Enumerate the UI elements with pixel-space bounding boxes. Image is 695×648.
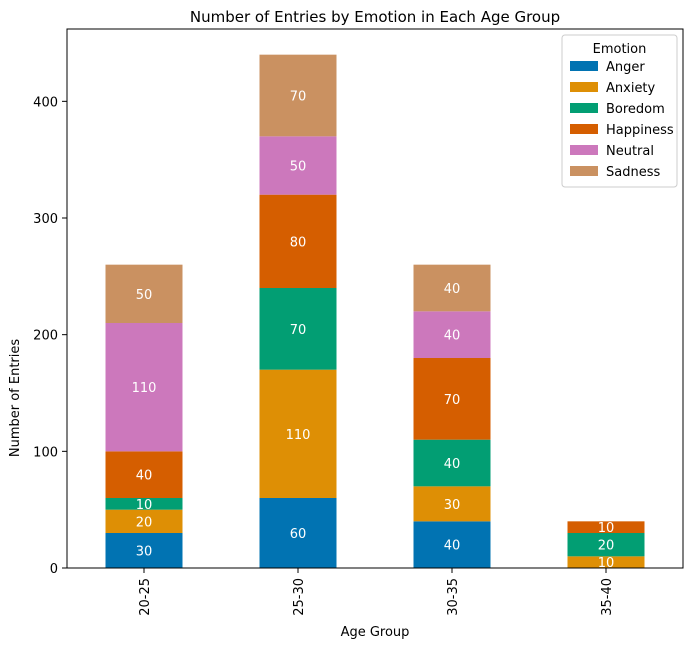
- bar-anger-25-30: [259, 498, 337, 568]
- data-label: 40: [136, 469, 153, 484]
- data-label: 10: [136, 498, 153, 513]
- bar-anxiety-25-30: [259, 369, 337, 498]
- bar-anxiety-30-35: [413, 486, 491, 522]
- bar-boredom-25-30: [259, 288, 337, 370]
- bar-sadness-20-25: [105, 264, 183, 323]
- bar-happiness-30-35: [413, 358, 491, 440]
- x-tick-label: 25-30: [292, 578, 307, 616]
- bar-sadness-30-35: [413, 264, 491, 312]
- y-tick-label: 400: [33, 95, 58, 110]
- data-label: 20: [136, 515, 153, 530]
- bar-boredom-20-25: [105, 498, 183, 510]
- bar-happiness-35-40: [567, 521, 645, 533]
- data-label: 40: [444, 539, 461, 554]
- legend-swatch-happiness: [570, 124, 598, 134]
- bar-anxiety-35-40: [567, 556, 645, 568]
- y-tick-label: 100: [33, 445, 58, 460]
- bar-anger-30-35: [413, 521, 491, 568]
- data-label: 30: [444, 498, 461, 513]
- y-tick-label: 0: [50, 562, 58, 577]
- x-tick-label: 20-25: [138, 578, 153, 616]
- data-label: 10: [598, 521, 615, 536]
- data-label: 30: [136, 545, 153, 560]
- data-label: 40: [444, 329, 461, 344]
- data-label: 50: [136, 288, 153, 303]
- bars-layer: [105, 54, 645, 568]
- x-axis-title: Age Group: [341, 625, 410, 640]
- data-label: 70: [290, 323, 307, 338]
- data-label: 70: [290, 90, 307, 105]
- bar-neutral-20-25: [105, 323, 183, 452]
- bar-neutral-30-35: [413, 311, 491, 358]
- data-label: 40: [444, 282, 461, 297]
- data-label: 40: [444, 457, 461, 472]
- data-label: 110: [132, 381, 157, 396]
- data-label: 20: [598, 539, 615, 554]
- legend-swatch-sadness: [570, 166, 598, 176]
- data-labels-layer: 30 20 10 40 110 50 60 110 70 80 50 70 40 30 40 70 40 40 10…: [132, 90, 615, 572]
- legend-swatch-anger: [570, 61, 598, 71]
- legend-swatch-boredom: [570, 103, 598, 113]
- bar-boredom-35-40: [567, 533, 645, 557]
- data-label: 10: [598, 556, 615, 571]
- legend-label-neutral: Neutral: [606, 144, 654, 159]
- bar-anger-20-25: [105, 533, 183, 568]
- y-axis: 0 100 200 300 400: [33, 95, 67, 577]
- legend-label-anxiety: Anxiety: [606, 81, 656, 96]
- data-label: 70: [444, 393, 461, 408]
- legend-label-boredom: Boredom: [606, 102, 665, 117]
- x-tick-label: 35-40: [600, 578, 615, 616]
- legend-swatch-anxiety: [570, 82, 598, 92]
- bar-happiness-20-25: [105, 451, 183, 498]
- legend-label-happiness: Happiness: [606, 123, 674, 138]
- data-label: 50: [290, 160, 307, 175]
- chart-title: Number of Entries by Emotion in Each Age…: [190, 8, 560, 26]
- legend-label-anger: Anger: [606, 60, 645, 75]
- legend: Emotion Anger Anxiety Boredom Happiness Neutr…: [561, 34, 678, 188]
- legend-label-sadness: Sadness: [606, 165, 660, 180]
- x-axis: 20-25 25-30 30-35 35-40: [138, 568, 615, 616]
- y-tick-label: 300: [33, 212, 58, 227]
- data-label: 60: [290, 527, 307, 542]
- legend-title: Emotion: [593, 42, 647, 57]
- bar-neutral-25-30: [259, 136, 337, 195]
- plot-frame: [66, 28, 684, 569]
- x-tick-label: 30-35: [446, 578, 461, 616]
- y-tick-label: 200: [33, 329, 58, 344]
- bar-happiness-25-30: [259, 194, 337, 288]
- data-label: 80: [290, 235, 307, 250]
- bar-boredom-30-35: [413, 439, 491, 487]
- y-axis-title: Number of Entries: [8, 339, 23, 458]
- legend-swatch-neutral: [570, 145, 598, 155]
- data-label: 110: [286, 428, 311, 443]
- bar-anxiety-20-25: [105, 509, 183, 533]
- bar-sadness-25-30: [259, 54, 337, 137]
